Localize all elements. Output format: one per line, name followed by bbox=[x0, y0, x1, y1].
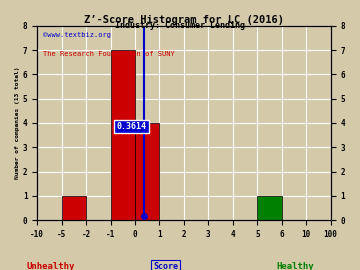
Text: Unhealthy: Unhealthy bbox=[26, 262, 75, 270]
Text: 0.3614: 0.3614 bbox=[117, 122, 147, 131]
Text: ©www.textbiz.org: ©www.textbiz.org bbox=[43, 32, 111, 38]
Bar bbox=[62, 196, 86, 220]
Text: The Research Foundation of SUNY: The Research Foundation of SUNY bbox=[43, 51, 175, 57]
Y-axis label: Number of companies (13 total): Number of companies (13 total) bbox=[15, 67, 20, 179]
Bar bbox=[111, 50, 135, 220]
Text: Healthy: Healthy bbox=[276, 262, 314, 270]
Text: Industry: Consumer Lending: Industry: Consumer Lending bbox=[115, 21, 245, 30]
Bar bbox=[135, 123, 159, 220]
Title: Z’-Score Histogram for LC (2016): Z’-Score Histogram for LC (2016) bbox=[84, 15, 284, 25]
Text: Score: Score bbox=[153, 262, 178, 270]
Bar bbox=[257, 196, 282, 220]
